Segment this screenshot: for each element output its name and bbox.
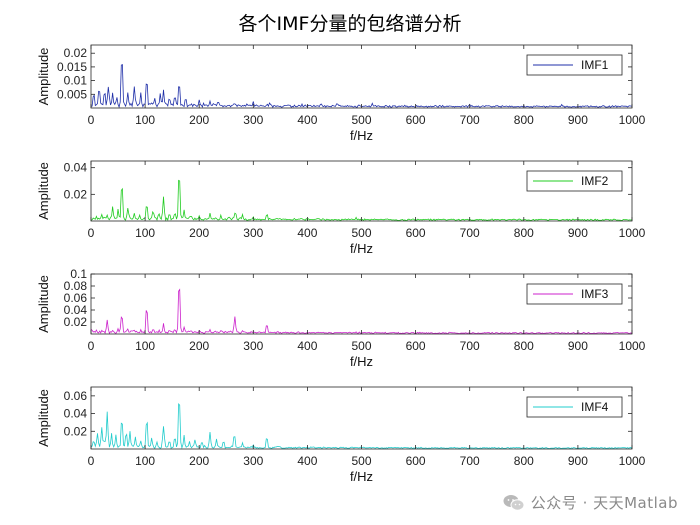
y-tick-label: 0.02 [64, 187, 88, 201]
subplot-3: 0 100 200 300 400 500 600 700 800 900 1000 0.020.04… [36, 267, 646, 369]
legend-label: IMF3 [581, 287, 609, 301]
x-tick-label: 500 [351, 226, 371, 240]
y-tick-label: 0.04 [64, 303, 88, 317]
y-tick-label: 0.08 [64, 279, 88, 293]
subplot-panels: 0 100 200 300 400 500 600 700 800 900 10000.0050.0… [36, 44, 646, 484]
x-tick-label: 900 [568, 339, 588, 353]
legend-label: IMF4 [581, 400, 609, 414]
y-tick-label: 0.1 [70, 267, 87, 281]
y-tick-label: 0.01 [64, 74, 88, 88]
x-tick-label: 400 [297, 454, 317, 468]
legend-box [526, 170, 623, 192]
x-tick-label: 400 [297, 226, 317, 240]
y-axis-label: Amplitude [36, 389, 51, 447]
y-tick-label: 0.04 [64, 407, 88, 421]
x-tick-label: 200 [189, 454, 209, 468]
x-tick-label: 900 [568, 113, 588, 127]
watermark: 公众号 · 天天Matlab [503, 492, 678, 513]
x-tick-label: 0 [88, 113, 95, 127]
x-tick-label: 100 [135, 339, 155, 353]
x-tick-label: 900 [568, 454, 588, 468]
x-tick-label: 500 [351, 454, 371, 468]
x-tick-label: 0 [88, 226, 95, 240]
x-axis-label: f/Hz [350, 128, 373, 143]
axes-box [90, 44, 633, 109]
x-tick-label: 1000 [619, 339, 646, 353]
x-tick-label: 400 [297, 113, 317, 127]
x-tick-label: 800 [514, 454, 534, 468]
x-tick-label: 700 [460, 454, 480, 468]
x-tick-label: 300 [243, 113, 263, 127]
x-tick-label: 800 [514, 339, 534, 353]
legend-imf4: IMF4 [526, 396, 623, 418]
y-tick-label: 0.005 [57, 87, 87, 101]
legend-box [526, 54, 623, 76]
y-tick-label: 0.02 [64, 46, 88, 60]
subplot-2: 0 100 200 300 400 500 600 700 800 900 1000 0.02 0.04… [36, 160, 646, 256]
x-tick-label: 800 [514, 226, 534, 240]
legend-box [526, 283, 623, 305]
legend-imf2: IMF2 [526, 170, 623, 192]
x-tick-label: 1000 [619, 113, 646, 127]
y-axis-label: Amplitude [36, 162, 51, 220]
x-tick-label: 0 [88, 454, 95, 468]
y-tick-label: 0.06 [64, 389, 88, 403]
x-tick-label: 700 [460, 226, 480, 240]
legend-label: IMF2 [581, 174, 609, 188]
x-tick-label: 200 [189, 226, 209, 240]
x-tick-label: 700 [460, 339, 480, 353]
x-tick-label: 600 [406, 339, 426, 353]
x-tick-label: 1000 [619, 226, 646, 240]
figure-title: 各个IMF分量的包络谱分析 [239, 13, 462, 35]
legend-box [526, 396, 623, 418]
x-tick-label: 500 [351, 339, 371, 353]
legend-imf1: IMF1 [526, 54, 623, 76]
axes-box [90, 386, 633, 450]
legend-imf3: IMF3 [526, 283, 623, 305]
x-tick-label: 1000 [619, 454, 646, 468]
x-tick-label: 100 [135, 454, 155, 468]
y-tick-label: 0.04 [64, 161, 88, 175]
x-tick-label: 600 [406, 454, 426, 468]
x-tick-label: 300 [243, 454, 263, 468]
x-tick-label: 700 [460, 113, 480, 127]
y-tick-label: 0.015 [57, 60, 87, 74]
wechat-icon [503, 494, 525, 511]
y-axis-label: Amplitude [36, 48, 51, 106]
y-tick-label: 0.02 [64, 315, 88, 329]
x-tick-label: 800 [514, 113, 534, 127]
x-tick-label: 200 [189, 113, 209, 127]
legend-label: IMF1 [581, 58, 609, 72]
subplot-4: 0 100 200 300 400 500 600 700 800 900 1000 0.02 0.04… [36, 386, 646, 484]
y-axis-label: Amplitude [36, 275, 51, 333]
x-axis-label: f/Hz [350, 469, 373, 484]
x-tick-label: 200 [189, 339, 209, 353]
x-tick-label: 400 [297, 339, 317, 353]
x-tick-label: 0 [88, 339, 95, 353]
x-tick-label: 500 [351, 113, 371, 127]
x-tick-label: 100 [135, 226, 155, 240]
x-tick-label: 600 [406, 226, 426, 240]
y-tick-label: 0.06 [64, 291, 88, 305]
x-tick-label: 600 [406, 113, 426, 127]
x-tick-label: 100 [135, 113, 155, 127]
x-axis-label: f/Hz [350, 241, 373, 256]
y-tick-label: 0.02 [64, 424, 88, 438]
x-tick-label: 300 [243, 339, 263, 353]
subplot-1: 0 100 200 300 400 500 600 700 800 900 10000.0050.0… [36, 44, 646, 143]
x-tick-label: 300 [243, 226, 263, 240]
x-axis-label: f/Hz [350, 354, 373, 369]
x-tick-label: 900 [568, 226, 588, 240]
watermark-text: 公众号 · 天天Matlab [530, 494, 678, 512]
